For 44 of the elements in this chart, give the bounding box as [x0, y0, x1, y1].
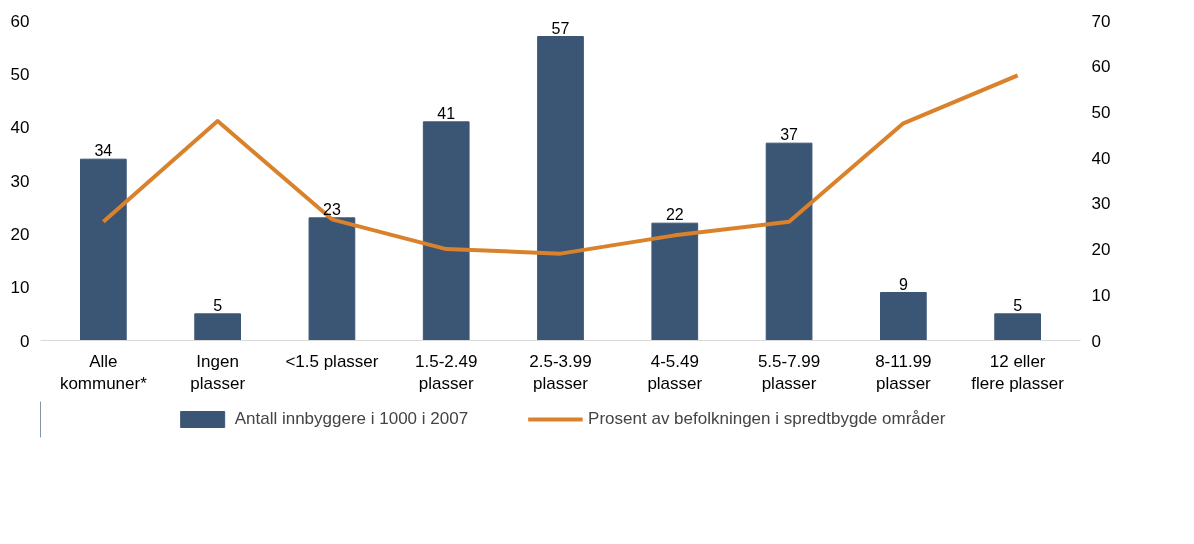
y2-tick-label: 0	[1091, 331, 1101, 351]
data-label: 41	[437, 104, 456, 122]
y-tick-label: 0	[20, 331, 30, 351]
data-label: 22	[665, 206, 684, 224]
x-tick-label: 5.5-7.99 plasser	[757, 351, 821, 394]
x-tick-label: 1.5-2.49 plasser	[415, 351, 478, 394]
x-tick-label: 8-11.99 plasser	[875, 351, 932, 394]
data-label: 9	[898, 275, 908, 293]
legend-label: Antall innbyggere i 1000 i 2007	[234, 409, 469, 429]
x-tick-label: 4-5.49 plasser	[647, 351, 703, 394]
bar	[537, 36, 584, 341]
x-tick-label: <1.5 plasser	[285, 351, 379, 371]
x-tick-label: 12 eller flere plasser	[971, 351, 1065, 394]
data-label: 57	[551, 19, 570, 37]
y2-tick-label: 70	[1091, 11, 1111, 31]
bar	[765, 142, 813, 341]
bar	[994, 313, 1041, 341]
bar	[880, 292, 927, 341]
legend-label: Prosent av befolkningen i spredtbygde områder	[588, 409, 946, 429]
bar	[308, 217, 356, 341]
x-tick-label: Ingen plasser	[190, 351, 246, 394]
bar	[80, 158, 127, 341]
y2-tick-label: 50	[1091, 102, 1111, 122]
data-label: 23	[323, 200, 341, 218]
y-tick-label: 20	[10, 224, 30, 244]
data-label: 37	[780, 126, 799, 144]
y2-tick-label: 10	[1091, 285, 1111, 305]
bar	[422, 121, 470, 341]
y-tick-label: 60	[10, 11, 30, 31]
y-tick-label: 50	[10, 64, 30, 84]
y-tick-label: 10	[10, 278, 30, 298]
y2-tick-label: 30	[1091, 194, 1111, 214]
data-label: 5	[213, 296, 223, 314]
y-tick-label: 40	[10, 118, 30, 138]
y2-tick-label: 40	[1091, 148, 1111, 168]
y2-tick-label: 20	[1091, 240, 1111, 260]
x-tick-label: Alle kommuner*	[59, 351, 148, 394]
y-tick-label: 30	[10, 171, 30, 191]
bar	[194, 313, 241, 341]
bar	[651, 222, 699, 341]
data-label: 5	[1013, 296, 1023, 314]
data-label: 34	[94, 142, 113, 160]
x-tick-label: 2.5-3.99 plasser	[529, 351, 592, 394]
y2-tick-label: 60	[1091, 57, 1111, 77]
